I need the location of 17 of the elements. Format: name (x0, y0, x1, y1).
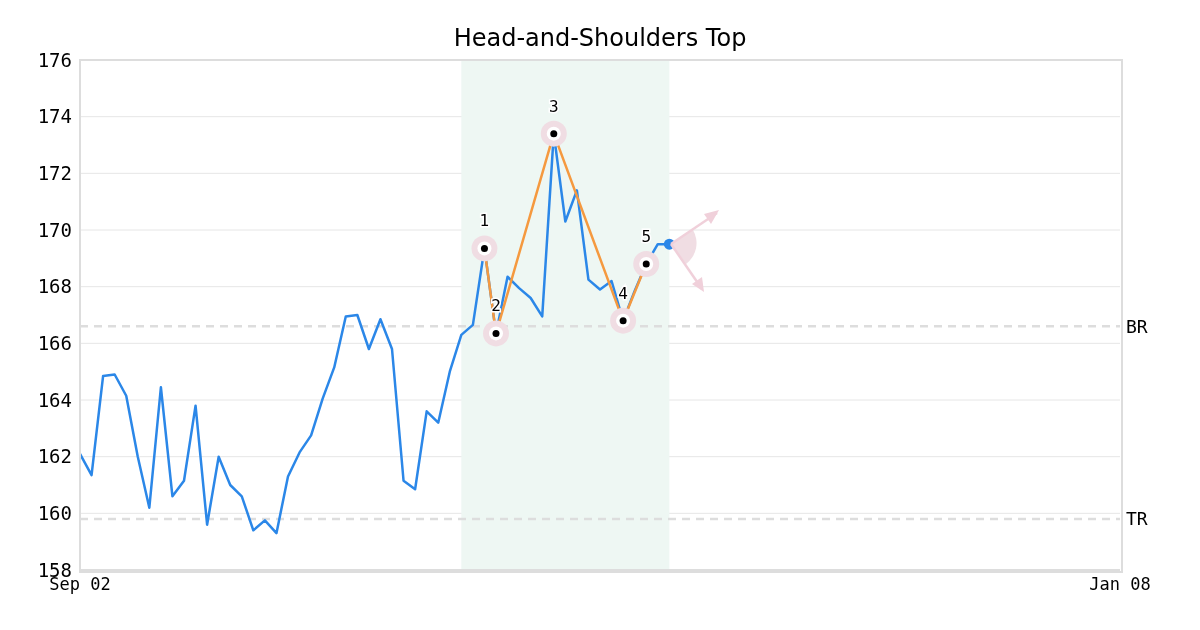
annotation: 5 (641, 227, 652, 246)
annotation: 1 (479, 211, 490, 231)
y-tick-label: 162 (37, 445, 72, 468)
y-tick-label: 170 (37, 218, 72, 241)
y-tick-label: 176 (37, 48, 72, 71)
ref-line-label: TR (1126, 508, 1148, 530)
y-tick-label: 166 (37, 332, 72, 355)
ref-line-label: BR (1126, 315, 1148, 337)
chart-title: Head-and-Shoulders Top (452, 24, 748, 52)
y-tick-label: 174 (37, 105, 72, 128)
annotation: 3 (548, 96, 559, 116)
x-tick-label: Jan 08 (1089, 574, 1151, 595)
annotation: 4 (618, 283, 628, 303)
y-tick-label: 160 (37, 502, 72, 525)
y-tick-label: 164 (37, 388, 72, 411)
y-tick-label: 172 (37, 162, 72, 185)
y-tick-label: 168 (37, 275, 72, 298)
